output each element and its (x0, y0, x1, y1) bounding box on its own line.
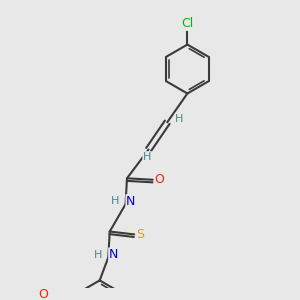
Text: N: N (126, 195, 135, 208)
Text: H: H (111, 196, 120, 206)
Text: O: O (154, 173, 164, 186)
Text: Cl: Cl (181, 17, 194, 30)
Text: H: H (94, 250, 102, 260)
Text: N: N (109, 248, 118, 261)
Text: H: H (143, 152, 151, 162)
Text: H: H (175, 114, 184, 124)
Text: O: O (38, 288, 48, 300)
Text: S: S (136, 228, 145, 241)
